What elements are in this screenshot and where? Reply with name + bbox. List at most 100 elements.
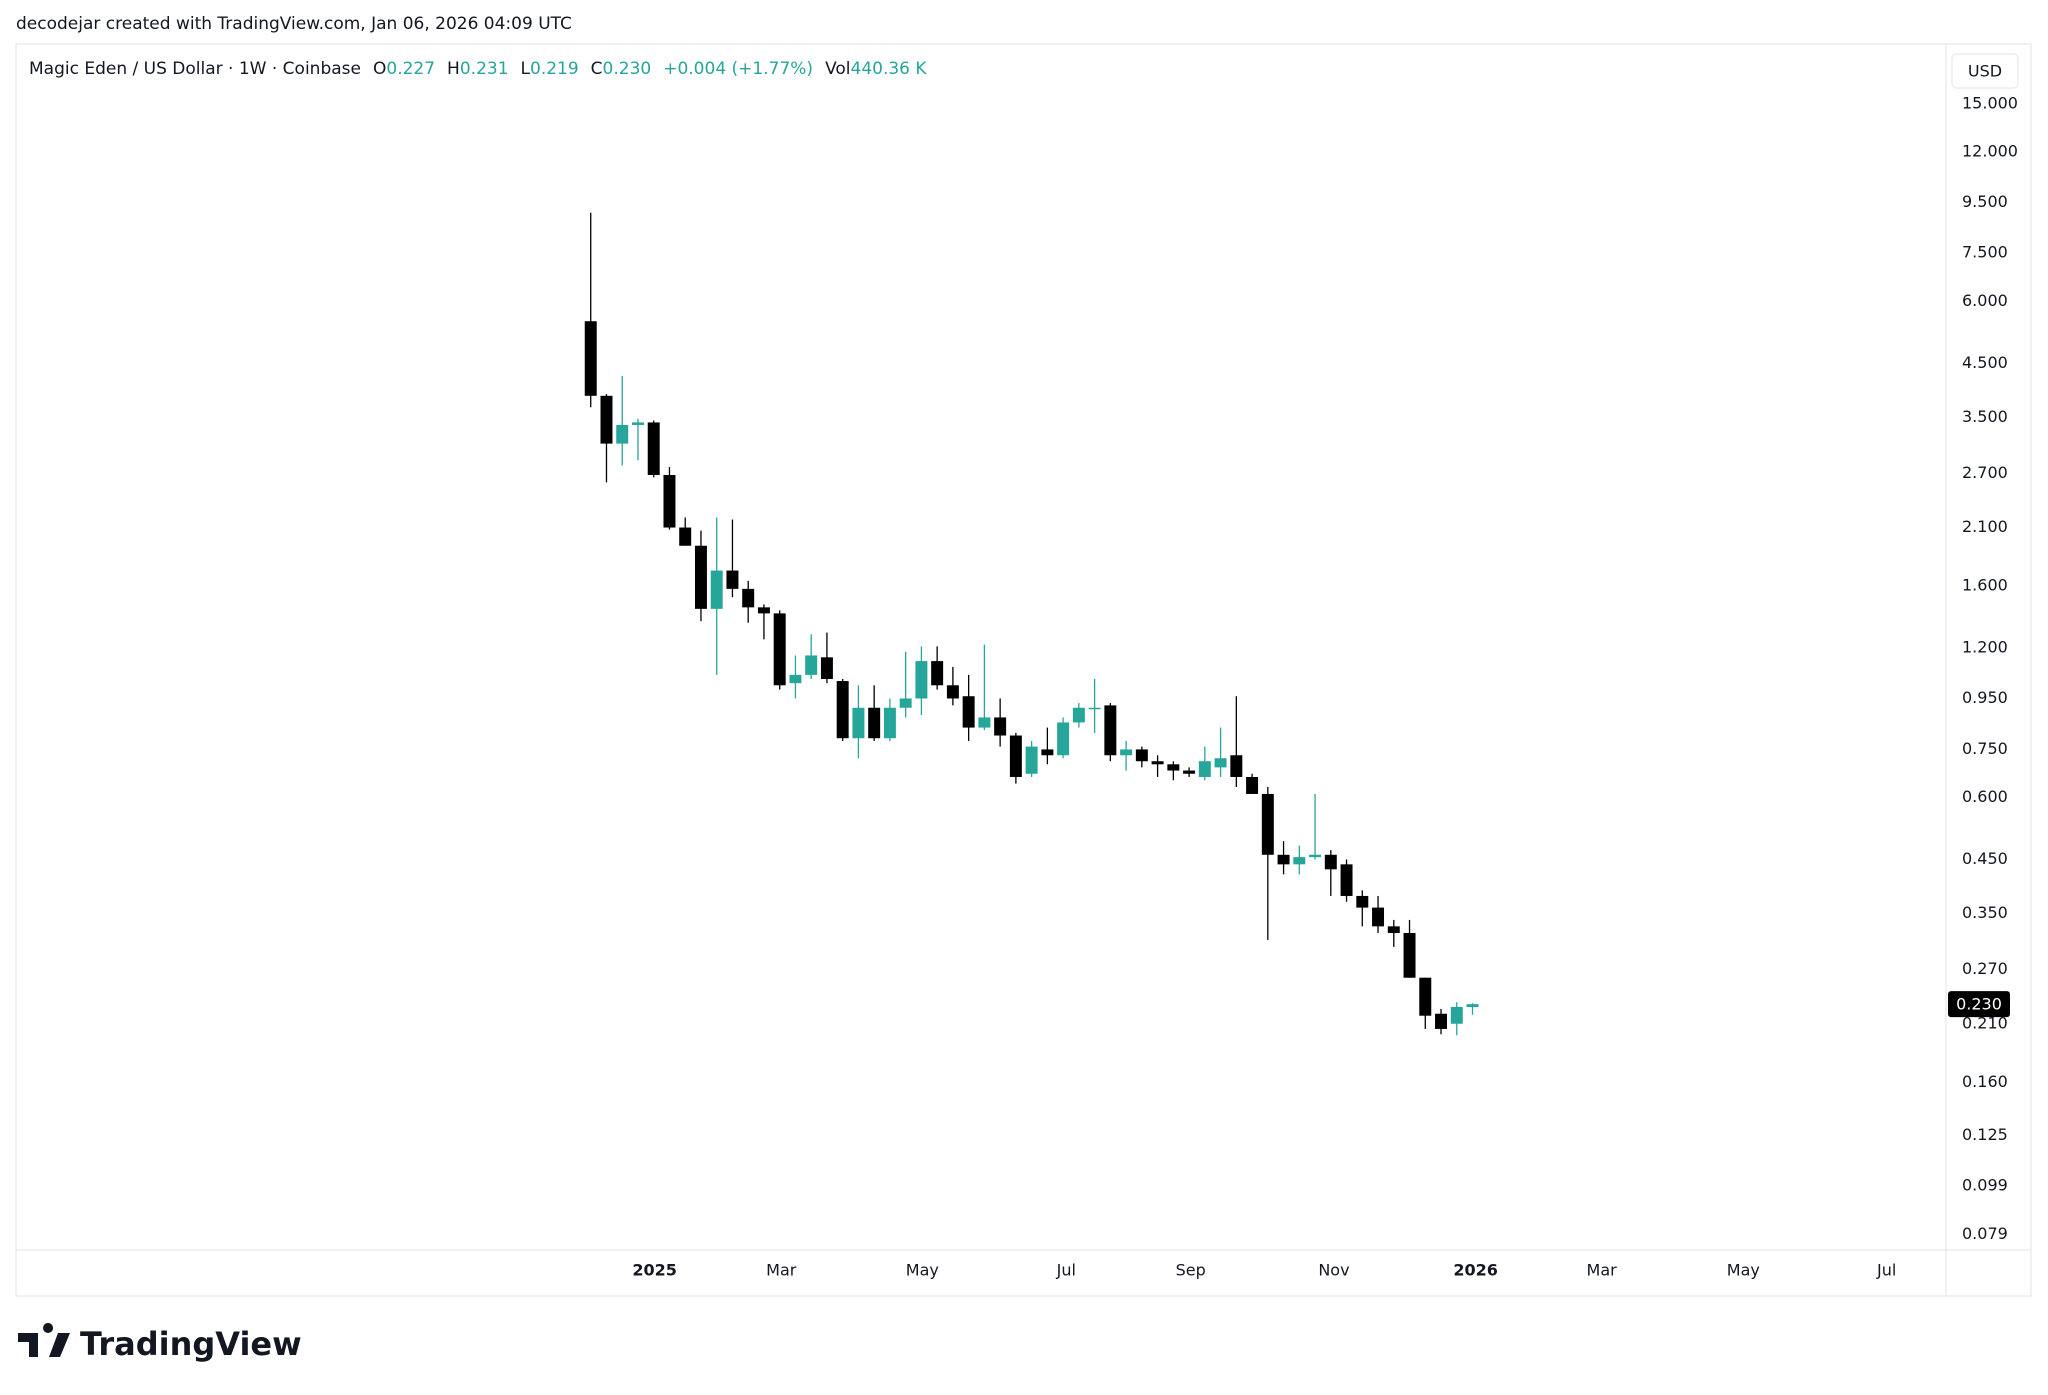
y-tick-label: 0.350 [1962, 903, 2008, 922]
candle-body [899, 698, 912, 708]
ohlc-value: 0.231 [460, 59, 509, 79]
x-tick-label: Mar [1587, 1261, 1618, 1280]
y-tick-label: 4.500 [1962, 353, 2008, 372]
x-tick-label: Sep [1176, 1261, 1206, 1280]
candle-body [1104, 705, 1117, 756]
legend: Magic Eden / US Dollar · 1W · Coinbase O0… [29, 59, 927, 79]
symbol: Magic Eden / US Dollar · 1W · Coinbase [29, 59, 361, 79]
x-tick-label: Jul [1876, 1261, 1896, 1280]
candle-body [1072, 707, 1085, 723]
y-tick-label: 0.270 [1962, 959, 2008, 978]
candle-body [631, 422, 644, 425]
candle-body [1151, 761, 1164, 765]
y-tick-label: 0.099 [1962, 1175, 2008, 1194]
candle-body [1324, 854, 1337, 870]
y-tick-label: 3.500 [1962, 407, 2008, 426]
last-price-tag [1948, 991, 2010, 1018]
candle-body [616, 424, 629, 444]
candle-body [1435, 1013, 1448, 1029]
candle-body [1230, 755, 1243, 777]
x-tick-label: May [906, 1261, 939, 1280]
candle-body [1261, 793, 1274, 855]
candle-body [1403, 932, 1416, 978]
candle-body [946, 685, 959, 699]
y-tick-label: 1.200 [1962, 638, 2008, 657]
ohlc-label: H [447, 59, 460, 79]
candle-body [868, 707, 881, 739]
candle-body [1293, 857, 1306, 865]
candle-body [647, 422, 660, 475]
candle-body [978, 717, 991, 728]
candle-body [915, 661, 928, 699]
y-tick-label: 9.500 [1962, 192, 2008, 211]
candle-body [1450, 1006, 1463, 1024]
ohlc-value: 0.227 [386, 59, 435, 79]
x-tick-label: 2025 [632, 1261, 677, 1280]
ohlc-label: L [521, 59, 531, 79]
y-tick-label: 0.950 [1962, 688, 2008, 707]
y-tick-label: 2.100 [1962, 517, 2008, 536]
candle-body [1214, 758, 1227, 768]
candle-body [1183, 770, 1196, 774]
candle-body [1120, 749, 1133, 756]
candle-body [1277, 854, 1290, 865]
x-tick-label: 2026 [1453, 1261, 1498, 1280]
chart-frame [15, 43, 2032, 1297]
candle-body [1372, 907, 1385, 927]
candle-body [852, 707, 865, 739]
y-tick-label: 12.000 [1962, 141, 2018, 160]
candle-body [836, 681, 849, 739]
brand: TradingView [80, 1325, 302, 1363]
candle-body [994, 717, 1007, 736]
last-price-label: 0.230 [1956, 995, 2002, 1014]
candle-body [663, 474, 676, 528]
y-tick-label: 7.500 [1962, 243, 2008, 262]
plot [584, 212, 1479, 1036]
y-tick-label: 0.600 [1962, 787, 2008, 806]
candle-body [1135, 749, 1148, 762]
candle-body [1088, 707, 1101, 710]
candle-body [931, 661, 944, 686]
y-tick-label: 6.000 [1962, 291, 2008, 310]
x-tick-label: Nov [1318, 1261, 1349, 1280]
candle-body [1309, 854, 1322, 858]
candle-body [584, 321, 597, 396]
watermark: decodejar created with TradingView.com, … [16, 14, 572, 34]
candle-body [789, 674, 802, 684]
ohlc-label: O [373, 59, 386, 79]
x-tick-label: Jul [1056, 1261, 1076, 1280]
candle-body [694, 545, 707, 609]
y-tick-label: 0.750 [1962, 739, 2008, 758]
candle-body [1041, 749, 1054, 756]
candle-body [1356, 895, 1369, 908]
candle-body [600, 395, 613, 444]
candle-body [1025, 746, 1038, 774]
y-tick-label: 1.600 [1962, 576, 2008, 595]
currency: USD [1968, 62, 2002, 81]
candle-body [1419, 977, 1432, 1016]
y-tick-label: 2.700 [1962, 463, 2008, 482]
candle-body [962, 696, 975, 728]
y-tick-label: 0.160 [1962, 1072, 2008, 1091]
change: +0.004 (+1.77%) [663, 59, 813, 79]
ohlc-value: 0.230 [603, 59, 652, 79]
brand-logo: TradingView [18, 1323, 302, 1363]
y-tick-label: 0.079 [1962, 1224, 2008, 1243]
candle-body [1466, 1004, 1479, 1007]
candle-body [883, 707, 896, 739]
candle-body [805, 655, 818, 675]
x-tick-label: May [1727, 1261, 1760, 1280]
y-tick-label: 0.125 [1962, 1125, 2008, 1144]
candle-body [820, 657, 833, 679]
y-tick-label: 0.450 [1962, 849, 2008, 868]
volume-label: Vol [825, 59, 850, 79]
candle-body [757, 607, 770, 614]
candle-body [742, 588, 755, 608]
ohlc-label: C [591, 59, 603, 79]
currency-box[interactable] [1951, 53, 2019, 89]
candle-body [1167, 764, 1180, 771]
candle-body [726, 570, 739, 589]
y-tick-label: 15.000 [1962, 93, 2018, 112]
x-tick-label: Mar [766, 1261, 797, 1280]
